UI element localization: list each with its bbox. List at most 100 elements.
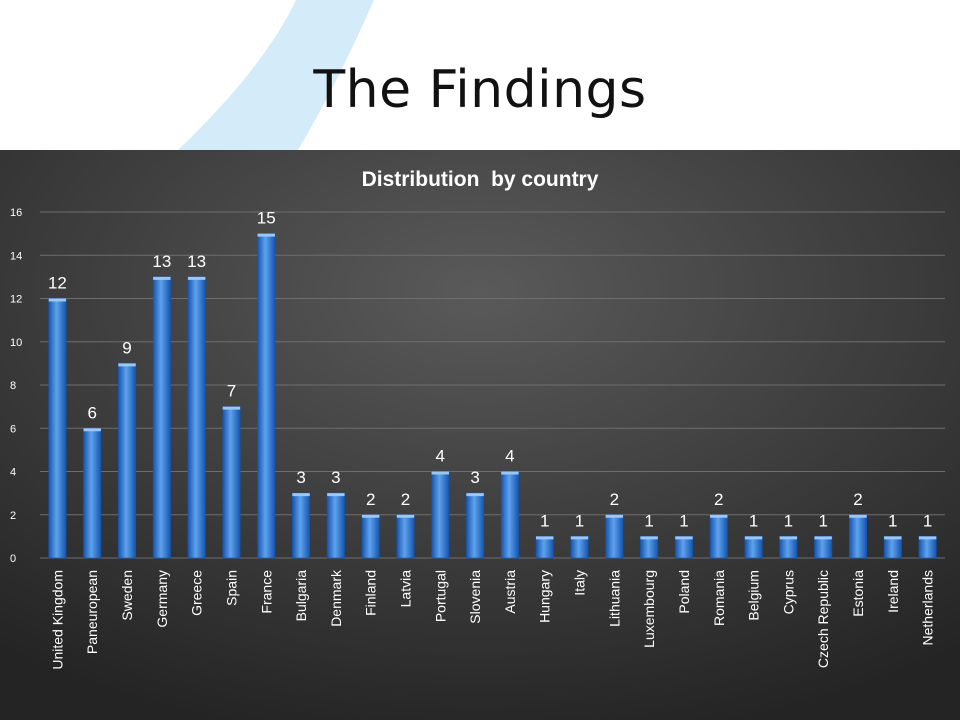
bar xyxy=(605,514,624,559)
x-tick-label: Sweden xyxy=(119,570,135,621)
x-tick-label: Germany xyxy=(154,570,170,628)
bar-top-bevel xyxy=(222,406,241,410)
bar xyxy=(674,536,693,559)
x-tick-label: Paneuropean xyxy=(84,570,100,654)
bar xyxy=(466,492,485,559)
bar-top-bevel xyxy=(570,536,589,540)
bar-top-bevel xyxy=(814,536,832,540)
bar-chart: Distribution by country 0 2 4 6 8 10 12 14 16 12… xyxy=(0,150,960,720)
bar-top-bevel xyxy=(501,471,519,475)
data-label: 9 xyxy=(122,338,131,357)
data-label: 1 xyxy=(749,511,758,530)
data-label: 1 xyxy=(575,511,584,530)
x-tick-label: Italy xyxy=(572,570,588,596)
data-label: 3 xyxy=(331,468,340,487)
bar xyxy=(257,233,276,559)
bar xyxy=(396,514,415,559)
bars xyxy=(48,233,937,559)
x-tick-label: Greece xyxy=(189,570,205,616)
bar-top-bevel xyxy=(187,276,206,280)
data-label: 4 xyxy=(505,447,514,466)
data-label: 2 xyxy=(714,490,723,509)
bar xyxy=(152,276,171,559)
y-tick-label: 10 xyxy=(10,337,22,349)
x-tick-label: Bulgaria xyxy=(293,570,309,622)
bar-top-bevel xyxy=(118,363,136,367)
x-tick-label: Latvia xyxy=(397,570,413,608)
x-tick-label: Lithuania xyxy=(606,570,622,627)
x-tick-label: Netherlands xyxy=(920,570,936,646)
bar-top-bevel xyxy=(327,493,345,497)
data-label: 12 xyxy=(48,274,67,293)
bar xyxy=(292,492,311,559)
bar xyxy=(640,536,659,559)
x-tick-label: Finland xyxy=(363,570,379,616)
bar xyxy=(570,536,589,559)
bar xyxy=(744,536,763,559)
chart-title: Distribution by country xyxy=(362,168,599,191)
x-tick-label: Portugal xyxy=(432,570,448,622)
data-label: 15 xyxy=(257,209,276,228)
bar-top-bevel xyxy=(466,493,484,497)
bar-top-bevel xyxy=(153,276,171,280)
bar-top-bevel xyxy=(361,514,380,518)
data-label: 1 xyxy=(888,511,897,530)
x-tick-label: Estonia xyxy=(850,570,866,617)
y-tick-label: 8 xyxy=(10,380,16,392)
y-tick-label: 16 xyxy=(10,207,22,219)
data-label: 1 xyxy=(540,511,549,530)
bar-top-bevel xyxy=(744,536,763,540)
x-tick-label: Slovenia xyxy=(467,570,483,624)
y-tick-label: 12 xyxy=(10,294,22,306)
bar-top-bevel xyxy=(257,233,275,237)
bar xyxy=(48,298,67,559)
bar-top-bevel xyxy=(710,514,728,518)
bar-top-bevel xyxy=(884,536,902,540)
x-tick-label: Czech Republic xyxy=(815,570,831,668)
data-label: 2 xyxy=(610,490,619,509)
data-label: 1 xyxy=(818,511,827,530)
bar-top-bevel xyxy=(675,536,693,540)
data-label: 2 xyxy=(366,490,375,509)
bar xyxy=(222,406,241,559)
bar xyxy=(709,514,728,559)
y-tick-label: 4 xyxy=(10,467,16,479)
x-tick-label: United Kingdom xyxy=(49,570,65,670)
x-tick-label: Austria xyxy=(502,570,518,614)
bar-top-bevel xyxy=(605,514,624,518)
data-label: 1 xyxy=(784,511,793,530)
y-tick-label: 6 xyxy=(10,423,16,435)
bar-top-bevel xyxy=(918,536,937,540)
y-tick-label: 0 xyxy=(10,553,16,565)
bar-top-bevel xyxy=(292,493,310,497)
x-tick-label: Hungary xyxy=(537,570,553,623)
data-label: 1 xyxy=(923,511,932,530)
data-label: 2 xyxy=(401,490,410,509)
y-axis-tick-labels: 0 2 4 6 8 10 12 14 16 xyxy=(10,207,22,565)
data-label: 7 xyxy=(227,382,236,401)
x-axis-tick-labels: United Kingdom Paneuropean Sweden Germany Gr… xyxy=(49,569,935,670)
bar xyxy=(883,536,902,559)
decor-arc xyxy=(178,0,374,150)
x-tick-label: Luxembourg xyxy=(641,570,657,648)
bar-top-bevel xyxy=(431,471,449,475)
bar-top-bevel xyxy=(536,536,554,540)
data-label: 13 xyxy=(187,252,206,271)
bar xyxy=(326,492,345,559)
bar-top-bevel xyxy=(83,428,101,432)
bar-top-bevel xyxy=(779,536,798,540)
bar xyxy=(118,363,137,559)
bar-top-bevel xyxy=(48,298,67,302)
x-tick-label: Romania xyxy=(711,570,727,626)
x-tick-label: Ireland xyxy=(885,570,901,613)
x-tick-label: Denmark xyxy=(328,569,344,627)
bar xyxy=(431,471,450,559)
data-label: 1 xyxy=(679,511,688,530)
bar xyxy=(918,536,937,559)
data-label: 3 xyxy=(296,468,305,487)
x-tick-label: France xyxy=(258,570,274,614)
bar-top-bevel xyxy=(396,514,415,518)
x-tick-label: Spain xyxy=(223,570,239,606)
